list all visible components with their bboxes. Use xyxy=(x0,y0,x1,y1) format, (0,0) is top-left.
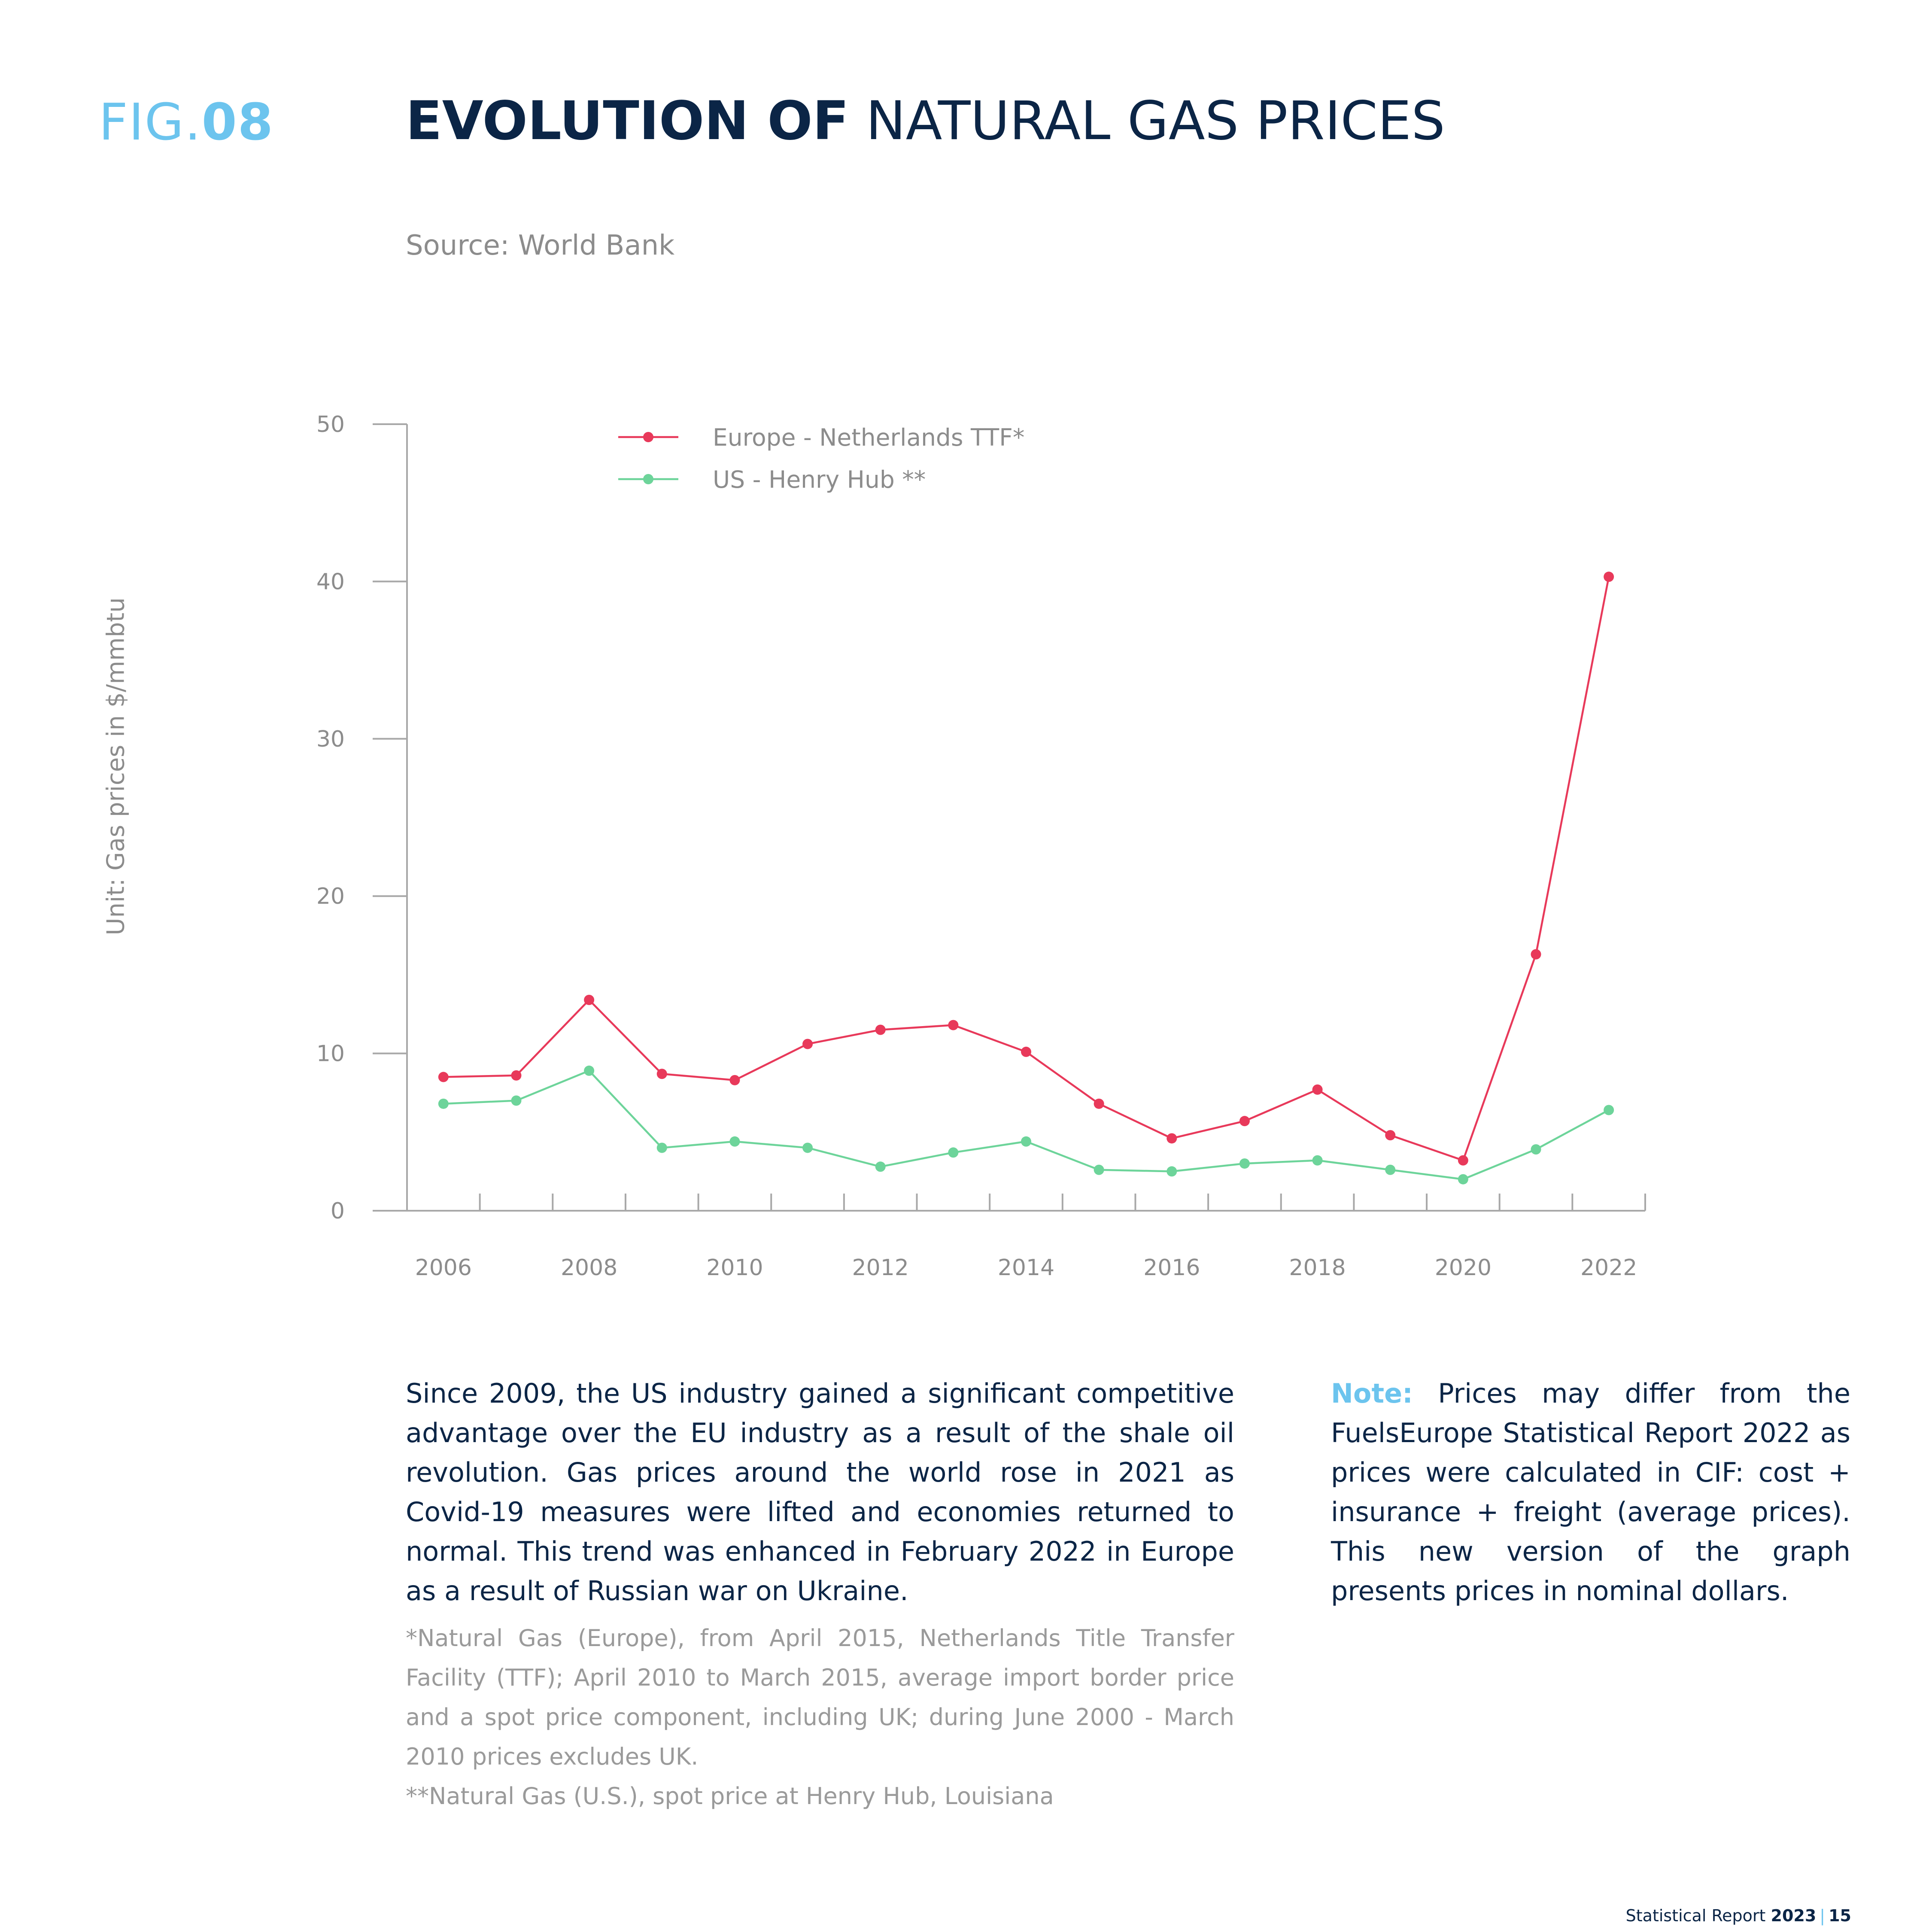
data-point xyxy=(511,1095,522,1106)
data-point xyxy=(1312,1155,1323,1166)
figure-prefix: FIG. xyxy=(99,92,202,152)
page-title: EVOLUTION OF NATURAL GAS PRICES xyxy=(406,90,1445,152)
footnotes: *Natural Gas (Europe), from April 2015, … xyxy=(406,1619,1234,1816)
note-label: Note: xyxy=(1331,1378,1413,1409)
data-point xyxy=(656,1069,667,1079)
data-point xyxy=(948,1147,959,1158)
data-point xyxy=(1312,1084,1323,1095)
data-point xyxy=(511,1070,522,1081)
footnote-europe: *Natural Gas (Europe), from April 2015, … xyxy=(406,1625,1234,1770)
figure-number: 08 xyxy=(201,92,274,152)
source-caption: Source: World Bank xyxy=(406,230,675,261)
line-chart: 0 10 20 30 40 50 2006 2008 2010 2012 2014 2016 2018 2… xyxy=(316,412,1646,1281)
x-tick-label: 2010 xyxy=(706,1255,763,1281)
data-point xyxy=(656,1142,667,1153)
data-point xyxy=(1458,1155,1468,1166)
data-point xyxy=(1385,1164,1396,1175)
data-point xyxy=(1021,1046,1031,1057)
tick-labels: 0 10 20 30 40 50 2006 2008 2010 2012 2014 2016 2018 2… xyxy=(316,412,1637,1281)
data-point xyxy=(1094,1164,1104,1175)
data-point xyxy=(438,1098,449,1109)
chart-axes xyxy=(373,424,1645,1212)
data-point xyxy=(729,1075,740,1085)
data-point xyxy=(875,1161,886,1172)
page-number: 15 xyxy=(1829,1906,1851,1925)
figure-label: FIG.08 xyxy=(99,92,274,152)
series-layer xyxy=(438,571,1614,1185)
data-point xyxy=(948,1020,959,1030)
data-point xyxy=(1239,1116,1250,1127)
y-tick-label: 50 xyxy=(316,412,345,437)
x-tick-label: 2016 xyxy=(1143,1255,1200,1281)
footer-separator: | xyxy=(1820,1906,1826,1925)
title-rest: NATURAL GAS PRICES xyxy=(849,90,1445,152)
y-tick-label: 20 xyxy=(316,884,345,909)
footnote-us: **Natural Gas (U.S.), spot price at Henr… xyxy=(406,1783,1054,1810)
data-point xyxy=(1604,571,1614,582)
chart-legend: Europe - Netherlands TTF* US - Henry Hub … xyxy=(618,424,1024,493)
title-bold: EVOLUTION OF xyxy=(406,90,849,152)
note-paragraph: Note: Prices may differ from the FuelsEu… xyxy=(1331,1374,1850,1611)
x-tick-label: 2014 xyxy=(998,1255,1054,1281)
data-point xyxy=(1166,1166,1177,1177)
x-tick-label: 2008 xyxy=(561,1255,617,1281)
series-line-0 xyxy=(443,576,1610,1162)
data-point xyxy=(875,1024,886,1035)
data-point xyxy=(584,1065,595,1076)
data-point xyxy=(729,1136,740,1147)
data-point xyxy=(1021,1136,1031,1147)
data-point xyxy=(1166,1133,1177,1144)
legend-label: US - Henry Hub ** xyxy=(713,466,926,493)
note-text: Prices may differ from the FuelsEurope S… xyxy=(1331,1378,1850,1607)
legend-marker xyxy=(643,474,653,484)
data-point xyxy=(802,1039,813,1049)
data-point xyxy=(438,1072,449,1082)
series-line-1 xyxy=(443,1069,1610,1180)
x-tick-label: 2022 xyxy=(1580,1255,1637,1281)
x-tick-label: 2020 xyxy=(1435,1255,1492,1281)
x-tick-label: 2006 xyxy=(415,1255,472,1281)
x-tick-label: 2012 xyxy=(852,1255,909,1281)
legend-label: Europe - Netherlands TTF* xyxy=(713,424,1024,451)
data-point xyxy=(1094,1098,1104,1109)
y-tick-label: 30 xyxy=(316,726,345,752)
data-point xyxy=(1531,1144,1541,1155)
data-point xyxy=(1385,1130,1396,1141)
data-point xyxy=(1604,1105,1614,1115)
footer-report: Statistical Report xyxy=(1625,1906,1771,1925)
x-tick-label: 2018 xyxy=(1289,1255,1346,1281)
footer-year: 2023 xyxy=(1771,1906,1817,1925)
legend-marker xyxy=(643,432,653,442)
data-point xyxy=(1458,1174,1468,1185)
gridlines xyxy=(373,423,1646,1212)
y-tick-label: 10 xyxy=(316,1041,345,1067)
data-point xyxy=(802,1142,813,1153)
page-footer: Statistical Report 2023 | 15 xyxy=(1626,1906,1851,1925)
data-point xyxy=(1531,949,1541,960)
data-point xyxy=(1239,1158,1250,1169)
body-paragraph: Since 2009, the US industry gained a sig… xyxy=(406,1378,1234,1607)
data-point xyxy=(584,995,595,1005)
y-tick-label: 0 xyxy=(331,1198,345,1224)
y-tick-label: 40 xyxy=(316,569,345,595)
